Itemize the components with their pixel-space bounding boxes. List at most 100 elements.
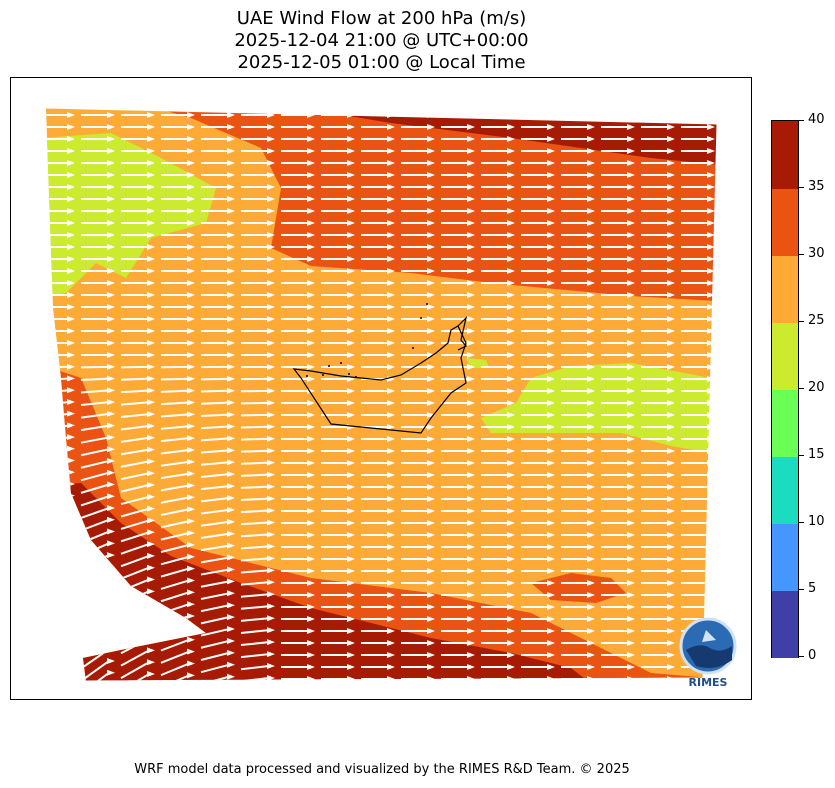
- wind-arrow-head: [587, 112, 595, 118]
- wind-arrow-head: [467, 472, 475, 478]
- wind-arrow-head: [227, 411, 235, 418]
- wind-arrow-shaft: [80, 660, 110, 681]
- wind-arrow-head: [147, 422, 155, 429]
- wind-arrow-head: [307, 268, 315, 274]
- wind-arrow-head: [587, 376, 595, 382]
- wind-arrow-head: [387, 568, 395, 574]
- wind-arrow-head: [387, 520, 395, 526]
- title-line-3: 2025-12-05 01:00 @ Local Time: [237, 52, 526, 73]
- wind-arrow-head: [427, 256, 435, 262]
- wind-arrow-head: [747, 256, 751, 262]
- wind-arrow-head: [107, 669, 115, 676]
- wind-arrow-head: [147, 292, 155, 298]
- wind-arrow-shaft: [80, 412, 110, 419]
- wind-arrow-head: [347, 244, 355, 250]
- wind-arrow-shaft: [46, 471, 70, 483]
- wind-arrow-head: [347, 484, 355, 490]
- colorbar-bin: [772, 590, 798, 658]
- wind-arrow-head: [227, 518, 235, 525]
- wind-arrow-head: [747, 532, 751, 538]
- wind-arrow-head: [347, 688, 355, 694]
- wind-arrow-head: [547, 628, 555, 634]
- wind-arrow-head: [507, 628, 515, 634]
- wind-arrow-head: [627, 256, 635, 262]
- wind-arrow-head: [667, 340, 675, 346]
- wind-arrow-head: [307, 568, 315, 574]
- wind-arrow-shaft: [120, 554, 150, 568]
- wind-arrow-head: [587, 496, 595, 502]
- wind-arrow-shaft: [200, 437, 230, 442]
- wind-arrow-shaft: [120, 590, 150, 605]
- wind-arrow-shaft: [240, 461, 270, 465]
- wind-arrow-head: [267, 352, 275, 358]
- wind-arrow-head: [67, 656, 75, 663]
- wind-arrow-head: [507, 316, 515, 322]
- wind-arrow-head: [107, 599, 115, 606]
- wind-arrow-shaft: [241, 690, 269, 693]
- wind-arrow-shaft: [240, 617, 270, 622]
- wind-arrow-head: [427, 268, 435, 274]
- wind-arrow-head: [187, 232, 195, 238]
- map-frame: [10, 77, 752, 700]
- wind-arrow-head: [507, 400, 515, 406]
- wind-arrow-head: [147, 399, 155, 406]
- wind-arrow-head: [427, 604, 435, 610]
- wind-arrow-head: [227, 340, 235, 346]
- wind-arrow-head: [627, 352, 635, 358]
- wind-arrow-head: [587, 172, 595, 178]
- wind-arrow-head: [667, 160, 675, 166]
- wind-arrow-head: [187, 577, 195, 584]
- wind-arrow-head: [307, 316, 315, 322]
- wind-arrow-head: [507, 556, 515, 562]
- wind-arrow-head: [347, 592, 355, 598]
- wind-arrow-head: [707, 220, 715, 226]
- wind-arrow-head: [147, 623, 155, 630]
- wind-arrow-head: [107, 646, 115, 653]
- wind-arrow-head: [627, 532, 635, 538]
- wind-arrow-head: [387, 508, 395, 514]
- wind-arrow-head: [67, 516, 75, 523]
- wind-arrow-head: [347, 352, 355, 358]
- wind-arrow-head: [147, 517, 155, 524]
- wind-arrow-head: [267, 555, 275, 562]
- wind-arrow-head: [547, 256, 555, 262]
- wind-arrow-head: [547, 208, 555, 214]
- wind-arrow-shaft: [80, 507, 110, 519]
- wind-arrow-head: [427, 136, 435, 142]
- wind-arrow-head: [347, 268, 355, 274]
- wind-arrow-head: [427, 688, 435, 694]
- wind-arrow-head: [67, 680, 75, 681]
- wind-arrow-head: [467, 556, 475, 562]
- wind-arrow-head: [347, 436, 355, 442]
- wind-arrow-head: [587, 184, 595, 190]
- wind-arrow-head: [147, 505, 155, 512]
- wind-arrow-head: [307, 580, 315, 586]
- wind-arrow-head: [747, 688, 751, 694]
- wind-arrow-shaft: [46, 647, 70, 673]
- wind-arrow-head: [107, 220, 115, 226]
- wind-arrow-head: [667, 508, 675, 514]
- wind-arrow-shaft: [80, 483, 110, 494]
- wind-arrow-shaft: [120, 649, 150, 667]
- wind-arrow-head: [387, 460, 395, 466]
- wind-arrow-shaft: [200, 389, 230, 393]
- wind-arrow-head: [307, 556, 315, 562]
- wind-arrow-shaft: [120, 424, 150, 431]
- wind-arrow-head: [267, 172, 275, 178]
- wind-arrow-head: [427, 184, 435, 190]
- wind-arrow-head: [347, 616, 355, 622]
- wind-arrow-shaft: [80, 636, 110, 657]
- wind-arrow-head: [147, 304, 155, 310]
- wind-arrow-head: [147, 316, 155, 322]
- wind-arrow-head: [507, 268, 515, 274]
- wind-arrow-shaft: [80, 471, 110, 482]
- wind-arrow-head: [67, 196, 75, 202]
- wind-arrow-shaft: [200, 532, 230, 539]
- wind-arrow-head: [307, 484, 315, 490]
- wind-arrow-head: [467, 628, 475, 634]
- wind-arrow-head: [507, 664, 515, 670]
- wind-arrow-head: [267, 124, 275, 130]
- wind-arrow-head: [147, 136, 155, 142]
- wind-arrow-head: [147, 160, 155, 166]
- wind-arrow-head: [147, 647, 155, 654]
